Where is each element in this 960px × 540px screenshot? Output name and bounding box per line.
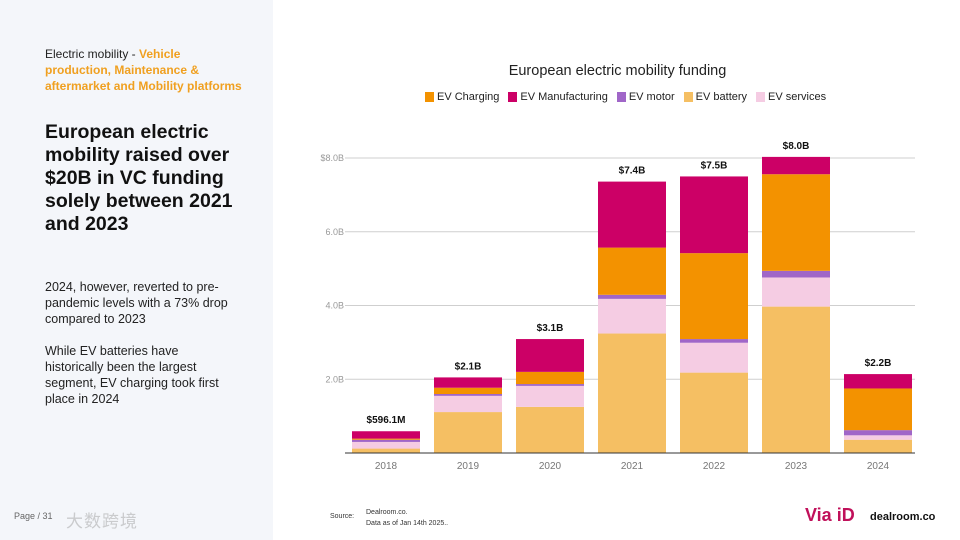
paragraph-batteries: While EV batteries have historically bee… xyxy=(45,344,219,406)
section-kicker: Electric mobility - Vehicle production, … xyxy=(45,46,245,94)
source-text: Dealroom.co. Data as of Jan 14th 2025.. xyxy=(366,507,448,529)
chart-title: European electric mobility funding xyxy=(508,63,727,79)
bar-segment-ev-motor xyxy=(680,339,748,343)
bar-segment-ev-charging xyxy=(598,247,666,295)
legend-item: EV Manufacturing xyxy=(508,91,608,103)
legend-label: EV battery xyxy=(695,91,748,103)
total-label: $3.1B xyxy=(537,323,564,334)
bar-segment-ev-services xyxy=(680,342,748,373)
bar-segment-ev-charging xyxy=(434,387,502,394)
legend-item: EV services xyxy=(756,91,826,103)
total-label: $7.4B xyxy=(619,166,646,177)
y-tick-label: $8.0B xyxy=(320,153,344,163)
total-label: $596.1M xyxy=(367,415,406,426)
legend-label: EV motor xyxy=(628,91,675,103)
bar-segment-ev-manufacturing xyxy=(352,431,420,439)
x-tick-label: 2020 xyxy=(539,461,562,472)
bar-segment-ev-battery xyxy=(844,439,912,453)
legend-item: EV battery xyxy=(683,91,748,103)
dealroom-logo: dealroom.co xyxy=(870,511,936,523)
bar-segment-ev-charging xyxy=(844,388,912,431)
bar-segment-ev-services xyxy=(516,385,584,407)
bar-segment-ev-battery xyxy=(762,306,830,453)
legend-swatch xyxy=(616,92,626,102)
bar-segment-ev-motor xyxy=(762,270,830,278)
headline: European electric mobility raised over $… xyxy=(45,121,233,235)
x-tick-label: 2024 xyxy=(867,461,890,472)
bar-segment-ev-manufacturing xyxy=(598,181,666,248)
bar-segment-ev-motor xyxy=(352,439,420,442)
sidebar-panel xyxy=(0,0,273,540)
legend-label: EV Manufacturing xyxy=(520,91,608,103)
y-tick-label: 2.0B xyxy=(325,374,344,384)
legend-item: EV motor xyxy=(616,91,675,103)
bar-segment-ev-battery xyxy=(434,412,502,453)
source-date: Data as of Jan 14th 2025.. xyxy=(366,520,449,527)
bar-segment-ev-services xyxy=(598,298,666,334)
bar-segment-ev-battery xyxy=(680,372,748,453)
chart-legend: EV Charging EV Manufacturing EV motor EV ba… xyxy=(425,91,826,103)
x-tick-label: 2022 xyxy=(703,461,726,472)
bar-segment-ev-manufacturing xyxy=(516,339,584,372)
bar-segment-ev-battery xyxy=(352,448,420,453)
bar-segment-ev-charging xyxy=(680,253,748,340)
bar-segment-ev-motor xyxy=(598,294,666,299)
source-label: Source: xyxy=(330,513,355,520)
bar-segment-ev-charging xyxy=(516,371,584,385)
y-tick-label: 6.0B xyxy=(325,227,344,237)
bar-segment-ev-charging xyxy=(352,438,420,440)
bar-segment-ev-services xyxy=(352,441,420,449)
total-label: $7.5B xyxy=(701,160,728,171)
bar-segment-ev-services xyxy=(762,277,830,307)
x-tick-label: 2023 xyxy=(785,461,808,472)
x-tick-label: 2021 xyxy=(621,461,644,472)
page-number: Page / 31 xyxy=(14,511,53,521)
y-tick-label: 4.0B xyxy=(325,301,344,311)
viaid-logo: Via iD xyxy=(805,505,855,525)
bar-segment-ev-battery xyxy=(516,406,584,453)
bar-segment-ev-manufacturing xyxy=(434,377,502,388)
bar-segment-ev-motor xyxy=(516,384,584,386)
x-tick-label: 2018 xyxy=(375,461,398,472)
bar-segment-ev-motor xyxy=(434,394,502,396)
bar-segment-ev-manufacturing xyxy=(762,156,830,175)
source-line: Dealroom.co. xyxy=(366,509,408,516)
paragraph-drop: 2024, however, reverted to pre-pandemic … xyxy=(45,280,228,326)
bar-segment-ev-manufacturing xyxy=(844,374,912,389)
total-label: $8.0B xyxy=(783,141,810,152)
bar-segment-ev-motor xyxy=(844,430,912,436)
bar-segment-ev-charging xyxy=(762,174,830,271)
total-label: $2.2B xyxy=(865,358,892,369)
legend-swatch xyxy=(508,92,518,102)
kicker-text: Electric mobility - xyxy=(45,47,140,61)
legend-label: EV services xyxy=(768,91,827,103)
legend-swatch xyxy=(756,92,766,102)
watermark: 大数跨境 xyxy=(66,512,138,531)
total-label: $2.1B xyxy=(455,361,482,372)
legend-swatch xyxy=(683,92,693,102)
bar-segment-ev-services xyxy=(434,395,502,413)
legend-swatch xyxy=(425,92,434,102)
bar-segment-ev-services xyxy=(844,435,912,440)
bar-segment-ev-manufacturing xyxy=(680,176,748,254)
kicker-highlight: Vehicle production, Maintenance & afterm… xyxy=(45,47,242,93)
x-tick-label: 2019 xyxy=(457,461,480,472)
legend-label: EV Charging xyxy=(437,91,500,103)
bar-segment-ev-battery xyxy=(598,333,666,453)
legend-item: EV Charging xyxy=(425,91,499,103)
